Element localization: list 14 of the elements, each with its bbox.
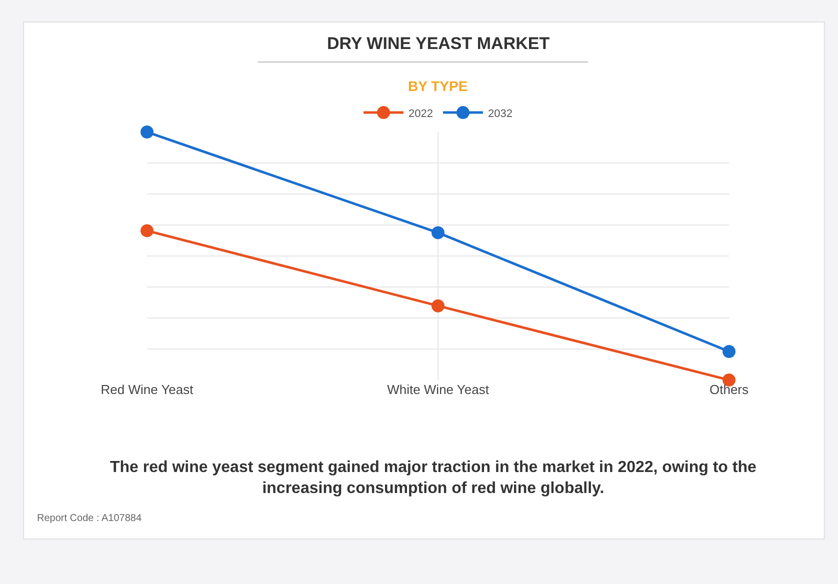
text: The red wine yeast segment gained major traction in the market in 2022, owing to the increasing consumption of red wine globally. [110, 459, 756, 497]
point [140, 224, 154, 238]
legend-label: 2032 [488, 108, 512, 120]
legend-label: 2022 [408, 108, 433, 120]
point [722, 344, 736, 358]
x-tick-label: White Wine Yeast [387, 382, 490, 397]
point [140, 126, 154, 138]
point [432, 226, 444, 240]
x-tick-label: Red Wine Yeast [100, 382, 194, 397]
chart-title: DRY WINE YEAST MARKET [327, 34, 550, 53]
x-tick-label: Others [709, 382, 750, 397]
text: Report Code : A107884 [37, 513, 142, 524]
chart-subtitle: BY TYPE [408, 78, 468, 94]
point [432, 299, 444, 312]
